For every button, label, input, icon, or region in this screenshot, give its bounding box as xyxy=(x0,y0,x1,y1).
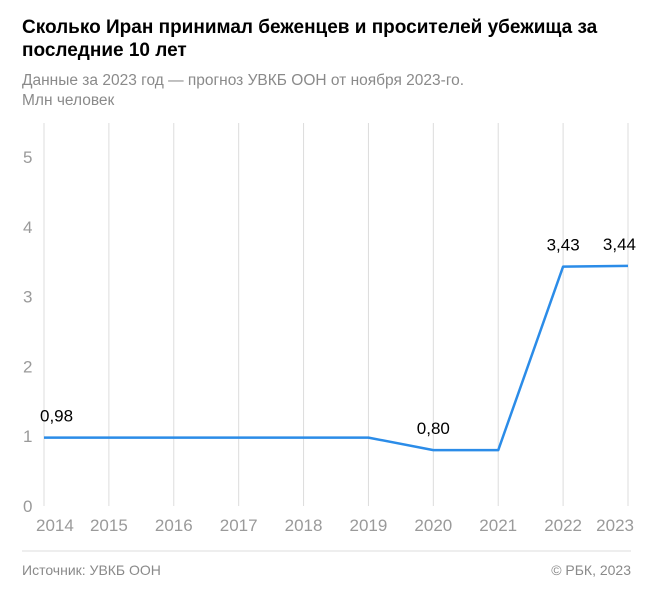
x-tick-label: 2020 xyxy=(414,516,452,535)
chart-subtitle: Данные за 2023 год — прогноз УВКБ ООН от… xyxy=(22,71,632,111)
data-label: 0,98 xyxy=(40,407,73,426)
copyright-note: © РБК, 2023 xyxy=(551,562,631,578)
x-tick-label: 2018 xyxy=(285,516,323,535)
y-tick-label: 0 xyxy=(23,497,32,516)
y-tick-label: 5 xyxy=(23,148,32,167)
x-tick-label: 2023 xyxy=(596,516,634,535)
x-tick-label: 2015 xyxy=(90,516,128,535)
subtitle-unit: Млн человек xyxy=(22,92,115,109)
x-tick-label: 2022 xyxy=(544,516,582,535)
x-tick-label: 2014 xyxy=(36,516,74,535)
y-tick-label: 3 xyxy=(23,288,32,307)
subtitle-note: Данные за 2023 год — прогноз УВКБ ООН от… xyxy=(22,72,465,89)
x-tick-label: 2017 xyxy=(220,516,258,535)
data-label: 3,43 xyxy=(547,236,580,255)
x-tick-label: 2019 xyxy=(350,516,388,535)
source-note: Источник: УВКБ ООН xyxy=(22,562,161,578)
data-label: 0,80 xyxy=(417,419,450,438)
data-label: 3,44 xyxy=(603,235,636,254)
y-tick-label: 1 xyxy=(23,427,32,446)
y-tick-label: 2 xyxy=(23,357,32,376)
series-line xyxy=(44,264,629,452)
x-tick-label: 2016 xyxy=(155,516,193,535)
y-tick-label: 4 xyxy=(23,218,32,237)
chart-title: Сколько Иран принимал беженцев и просите… xyxy=(22,17,598,61)
x-tick-label: 2021 xyxy=(479,516,517,535)
